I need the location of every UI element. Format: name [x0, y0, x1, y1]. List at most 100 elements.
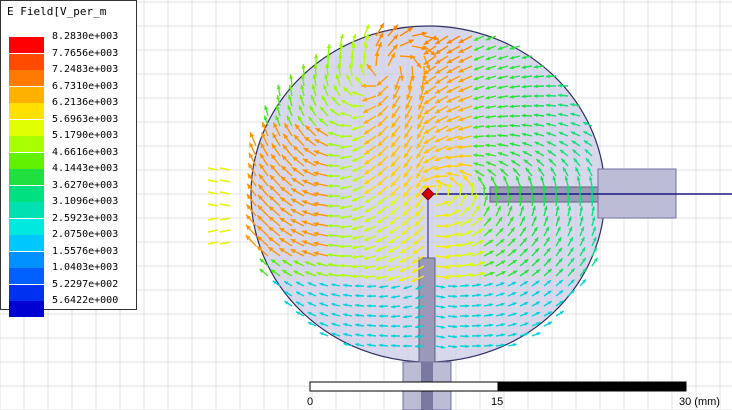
field-vector-head [522, 227, 526, 232]
field-vector-head [352, 206, 357, 211]
field-vector-head [403, 285, 408, 290]
field-vector-head [307, 312, 312, 316]
field-vector-head [485, 143, 490, 148]
field-vector-head [339, 205, 345, 210]
legend-value: 6.2136e+003 [52, 97, 119, 108]
field-vector-head [391, 304, 395, 309]
field-vector-head [376, 219, 382, 224]
field-vector-head [352, 137, 357, 142]
field-vector-head [391, 132, 396, 138]
field-vector-head [477, 313, 481, 318]
field-vector-head [441, 295, 445, 299]
field-vector-head [535, 280, 540, 285]
field-vector-head [324, 74, 329, 79]
field-vector-head [485, 206, 490, 211]
field-vector-head [453, 344, 457, 349]
field-vector-head [284, 301, 289, 305]
field-vector-head [536, 312, 541, 316]
field-vector-head [343, 283, 347, 288]
field-vector-head [367, 343, 371, 347]
field-vector-head [423, 149, 429, 154]
field-vector-head [446, 88, 452, 93]
field-vector-head [260, 153, 265, 159]
field-vector-head [339, 111, 345, 117]
field-vector-head [261, 132, 266, 138]
field-vector-head [473, 193, 478, 199]
legend-swatch [9, 53, 44, 70]
field-vector-head [511, 249, 517, 254]
field-vector-head [457, 274, 462, 279]
field-vector-head [379, 294, 383, 299]
field-vector-head [560, 149, 565, 154]
field-vector-head [558, 247, 562, 252]
field-vector-head [523, 159, 528, 164]
field-vector-head [547, 280, 551, 284]
scale-bar-black-segment [497, 381, 687, 392]
field-vector-head [375, 247, 381, 252]
field-vector-head [280, 176, 286, 182]
field-vector-head [296, 311, 301, 315]
field-vector-head [470, 182, 475, 188]
field-vector-head [557, 83, 562, 88]
field-vector-head [521, 104, 526, 108]
field-vector-head [403, 152, 409, 158]
field-vector-head [485, 134, 490, 138]
field-vector-head [264, 105, 269, 110]
field-vector-head [480, 271, 485, 277]
field-vector-head [533, 84, 538, 89]
field-vector-head [445, 234, 450, 239]
field-vector-head [351, 274, 356, 279]
field-vector-head [339, 185, 345, 190]
field-vector-head [435, 69, 441, 74]
field-vector-head [339, 234, 344, 239]
field-vector-head [465, 334, 469, 338]
field-vector-head [583, 140, 589, 145]
field-vector-head [453, 294, 457, 299]
legend-swatch [9, 218, 44, 235]
field-vector-head [355, 303, 359, 308]
field-vector-head [327, 223, 332, 228]
field-vector-head [364, 159, 370, 165]
field-vector-head [457, 144, 463, 150]
field-vector-head [351, 216, 357, 221]
field-vector-head [473, 96, 478, 100]
field-vector-head [339, 34, 344, 39]
field-vector-head [301, 210, 308, 215]
field-vector-head [284, 291, 289, 295]
field-vector-head [326, 53, 331, 59]
field-vector-head [391, 314, 395, 319]
field-vector-head [512, 343, 517, 347]
field-vector-head [423, 168, 429, 173]
field-vector-head [415, 286, 420, 290]
field-vector-head [467, 230, 473, 235]
field-vector-head [458, 182, 463, 188]
field-vector-head [363, 43, 369, 49]
field-vector-head [554, 195, 559, 200]
field-vector-head [279, 238, 285, 243]
field-vector-head [311, 95, 315, 100]
field-vector-head [269, 195, 275, 201]
legend-value: 2.5923e+003 [52, 212, 119, 224]
field-vector-head [497, 75, 502, 80]
field-vector-head [473, 105, 478, 110]
field-vector-head [512, 259, 517, 264]
field-vector-head [441, 335, 445, 339]
field-vector-head [534, 141, 539, 146]
field-vector-head [377, 101, 383, 107]
field-vector-head [280, 186, 286, 192]
field-vector-head [570, 122, 575, 126]
field-vector-head [477, 217, 482, 222]
field-vector-head [558, 112, 563, 117]
field-vector-head [435, 180, 441, 185]
field-vector-head [405, 104, 410, 110]
field-vector-head [282, 270, 287, 274]
field-vector-head [281, 165, 287, 171]
field-vector-head [544, 216, 549, 221]
field-vector-head [521, 123, 526, 128]
field-vector-head [279, 217, 285, 223]
field-vector-head [301, 230, 308, 235]
field-vector-head [501, 260, 506, 265]
field-vector-head [270, 164, 276, 170]
field-vector-head [509, 75, 514, 80]
